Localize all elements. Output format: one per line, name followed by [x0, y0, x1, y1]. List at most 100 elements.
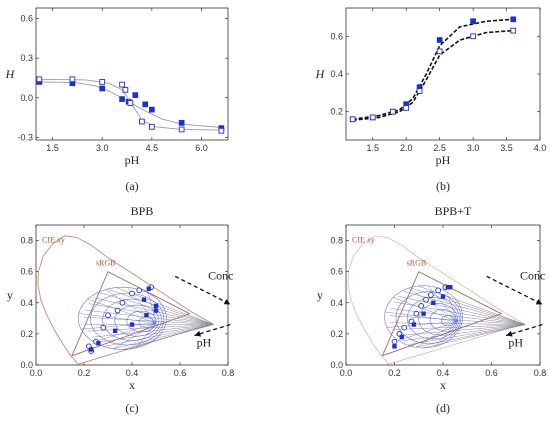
- conc-arrow-head: [535, 298, 543, 305]
- isoline: [87, 324, 214, 332]
- data-point-open-square: [403, 105, 410, 111]
- data-point-open-square: [119, 81, 125, 88]
- ph-label: pH: [508, 335, 523, 349]
- data-point-filled-square: [96, 341, 101, 346]
- ph-arrow-head: [194, 330, 202, 337]
- gamut-mesh-spoke: [392, 297, 458, 322]
- y-axis-label: y: [7, 288, 13, 302]
- x-tick-label: 0.6: [485, 368, 498, 378]
- x-tick-label: 1.5: [367, 143, 380, 153]
- chart-panel-a: 1.5 3.0 4.5 6.0 -0.3 0.0 0.3 0.6 pH H (a): [5, 7, 229, 193]
- x-tick-label: 3.0: [96, 143, 109, 153]
- data-point-open-square: [99, 79, 106, 85]
- data-point-filled-square: [142, 101, 149, 108]
- ph-arrow: [505, 323, 543, 337]
- srgb-triangle: [71, 271, 191, 357]
- isoline: [396, 324, 526, 336]
- y-tick-label: -0.3: [17, 132, 33, 142]
- ph-label: pH: [197, 335, 212, 349]
- data-point-open-circle: [129, 290, 135, 297]
- isoline: [93, 297, 214, 325]
- gamut-mesh-loop: [114, 304, 160, 337]
- y-tick-label: 0.0: [330, 360, 343, 370]
- isoline: [408, 324, 526, 345]
- y-tick-label: 0.0: [20, 93, 33, 103]
- data-point-open-square: [127, 100, 134, 106]
- data-point-open-circle: [435, 287, 442, 294]
- y-tick-label: 0.0: [20, 360, 33, 370]
- cie-label: CIE xy: [42, 236, 65, 245]
- gamut-mesh-spoke: [135, 322, 157, 349]
- gamut-mesh-spoke: [78, 313, 157, 324]
- x-tick-label: 0.2: [78, 368, 91, 378]
- isoline: [107, 289, 214, 325]
- panel-caption: (d): [436, 401, 450, 415]
- panel-caption: (c): [125, 401, 138, 415]
- gamut-mesh-spoke: [80, 322, 157, 330]
- conc-label: Conc: [208, 268, 233, 282]
- data-point-filled-square: [399, 334, 404, 340]
- x-tick-label: 0.0: [30, 368, 43, 378]
- x-tick-label: 3.5: [500, 143, 513, 153]
- y-tick-label: 0.4: [330, 298, 343, 308]
- chart-panel-d: 0.0 0.2 0.4 0.6 0.8 0.0 0.2 0.4 0.6 0.8 x y (d) BPB+T…: [317, 204, 546, 415]
- x-tick-label: 0.4: [126, 368, 139, 378]
- gamut-mesh-loop: [406, 297, 460, 340]
- y-tick-label: 0.6: [330, 267, 343, 277]
- data-point-filled-square: [119, 96, 125, 102]
- y-tick-label: 0.8: [20, 236, 33, 246]
- y-tick-label: 0.2: [20, 329, 33, 339]
- data-point-filled-square: [436, 37, 443, 43]
- y-tick-label: 0.6: [20, 14, 33, 24]
- x-axis-label: pH: [436, 153, 451, 167]
- fit-curve-0: [352, 18, 514, 121]
- y-tick-label: 0.2: [330, 329, 343, 339]
- gamut-mesh-spoke: [93, 322, 157, 343]
- x-tick-label: 6.0: [195, 143, 208, 153]
- data-point-filled-square: [431, 300, 436, 305]
- gamut-mesh-spoke: [87, 298, 157, 324]
- isoline: [423, 324, 526, 349]
- data-point-filled-square: [113, 328, 118, 333]
- data-point-open-square: [218, 127, 225, 134]
- ph-arrow: [194, 323, 231, 337]
- data-point-filled-square: [448, 285, 453, 290]
- isoline: [410, 287, 526, 325]
- data-point-filled-square: [421, 311, 426, 316]
- panel-caption: (a): [125, 179, 138, 193]
- data-point-filled-square: [411, 322, 417, 327]
- gamut-mesh-spoke: [386, 321, 458, 328]
- x-tick-label: 4.5: [146, 143, 159, 153]
- data-point-open-square: [178, 126, 185, 133]
- chart-panel-b: 1.5 2.0 2.5 3.0 3.5 4.0 0.2 0.4 0.6 pH H (b): [315, 7, 546, 193]
- data-point-open-square: [69, 76, 76, 83]
- panel-title: BPB+T: [435, 204, 472, 218]
- data-point-open-circle: [100, 324, 107, 331]
- gamut-mesh-loop: [90, 292, 165, 346]
- isoline: [84, 316, 214, 325]
- isoline: [401, 324, 526, 342]
- data-point-open-square: [470, 33, 476, 40]
- y-tick-label: 0.4: [20, 298, 33, 308]
- data-point-open-circle: [401, 324, 408, 331]
- gamut-mesh-loop: [384, 285, 463, 349]
- panel-title: BPB: [131, 204, 154, 218]
- y-tick-label: 0.3: [20, 53, 33, 63]
- data-point-filled-square: [445, 285, 451, 290]
- data-point-open-circle: [418, 303, 425, 309]
- isoline: [122, 324, 214, 350]
- conc-arrow: [174, 275, 231, 305]
- panel-caption: (b): [436, 179, 450, 193]
- data-point-open-square: [349, 116, 356, 123]
- gamut-mesh-spoke: [148, 293, 157, 324]
- data-point-filled-square: [149, 106, 155, 113]
- cie-locus: [347, 235, 525, 365]
- data-point-filled-square: [141, 297, 147, 302]
- conc-label: Conc: [520, 268, 545, 282]
- y-tick-label: 0.6: [330, 31, 343, 41]
- gamut-mesh-spoke: [385, 311, 458, 322]
- data-point-filled-square: [153, 308, 159, 313]
- data-point-open-circle: [105, 312, 111, 319]
- fit-curve-1: [352, 29, 514, 121]
- y-axis-label: H: [315, 67, 326, 81]
